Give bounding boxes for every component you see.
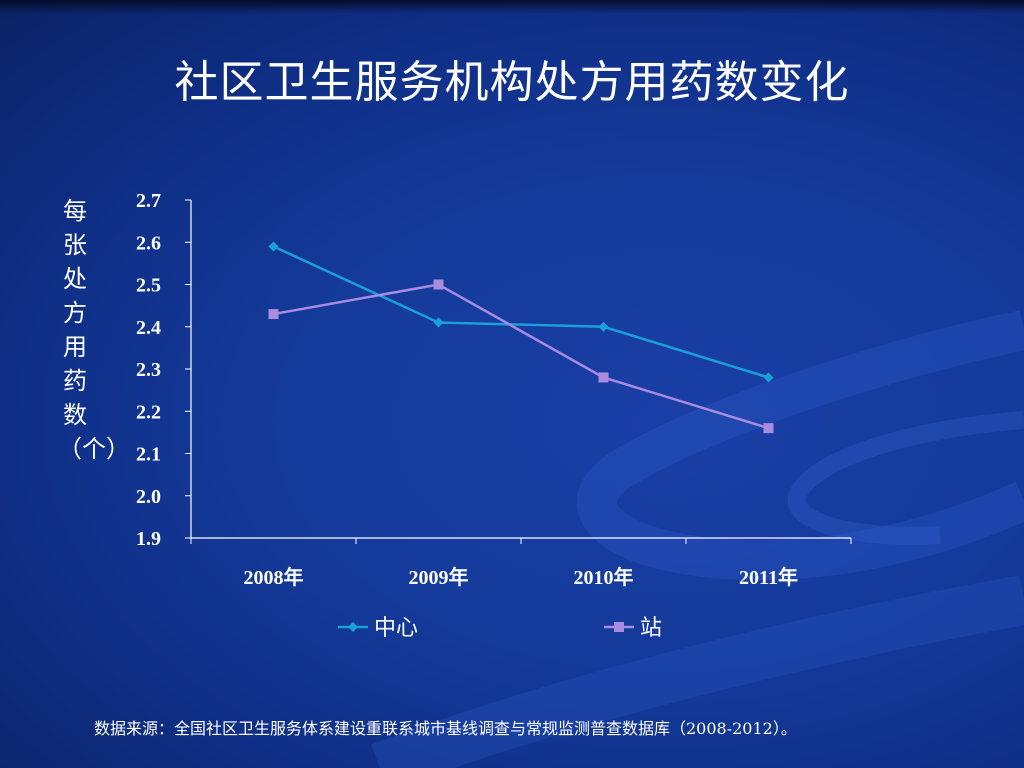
slide-title: 社区卫生服务机构处方用药数变化 xyxy=(174,57,850,108)
series-line xyxy=(272,245,769,379)
data-point-diamond xyxy=(763,372,774,383)
top-shadow-bar xyxy=(0,0,1024,14)
y-tick-label: 2.5 xyxy=(136,275,161,297)
data-source-note: 数据来源：全国社区卫生服务体系建设重联系城市基线调查与常规监测普查数据库（200… xyxy=(94,719,797,738)
y-tick-label: 2.7 xyxy=(136,190,161,212)
y-tick-labels: 1.9 2.0 2.1 2.2 2.3 2.4 2.5 2.6 2.7 xyxy=(136,190,161,550)
data-point-square xyxy=(614,622,624,632)
series-center xyxy=(268,241,774,383)
data-point-diamond xyxy=(348,622,358,632)
y-tick-label: 1.9 xyxy=(136,528,161,550)
x-tick-labels: 2008年 2009年 2010年 2011年 xyxy=(244,565,798,589)
x-tick-label: 2008年 xyxy=(244,565,304,589)
y-tick-label: 2.1 xyxy=(136,444,161,466)
y-tick-label: 2.4 xyxy=(136,317,161,339)
data-point-diamond xyxy=(268,241,279,252)
data-point-square xyxy=(433,279,444,290)
chart-axes xyxy=(185,199,852,544)
data-point-diamond xyxy=(598,321,609,332)
y-tick-label: 2.3 xyxy=(136,359,161,381)
data-point-square xyxy=(598,372,609,383)
y-tick-label: 2.0 xyxy=(136,486,161,508)
x-tick-label: 2010年 xyxy=(574,565,634,589)
data-point-square xyxy=(268,309,279,320)
legend-label: 站 xyxy=(640,616,662,641)
x-tick-label: 2011年 xyxy=(739,565,798,589)
data-point-square xyxy=(763,423,774,434)
x-tick-label: 2009年 xyxy=(409,565,469,589)
series-station xyxy=(268,279,774,434)
series-line xyxy=(273,283,769,430)
data-point-diamond xyxy=(433,317,444,328)
chart-legend: 中心 站 xyxy=(338,616,662,641)
legend-label: 中心 xyxy=(374,616,418,641)
y-tick-label: 2.2 xyxy=(136,401,161,423)
series-lines xyxy=(268,241,774,434)
y-tick-label: 2.6 xyxy=(136,232,161,254)
